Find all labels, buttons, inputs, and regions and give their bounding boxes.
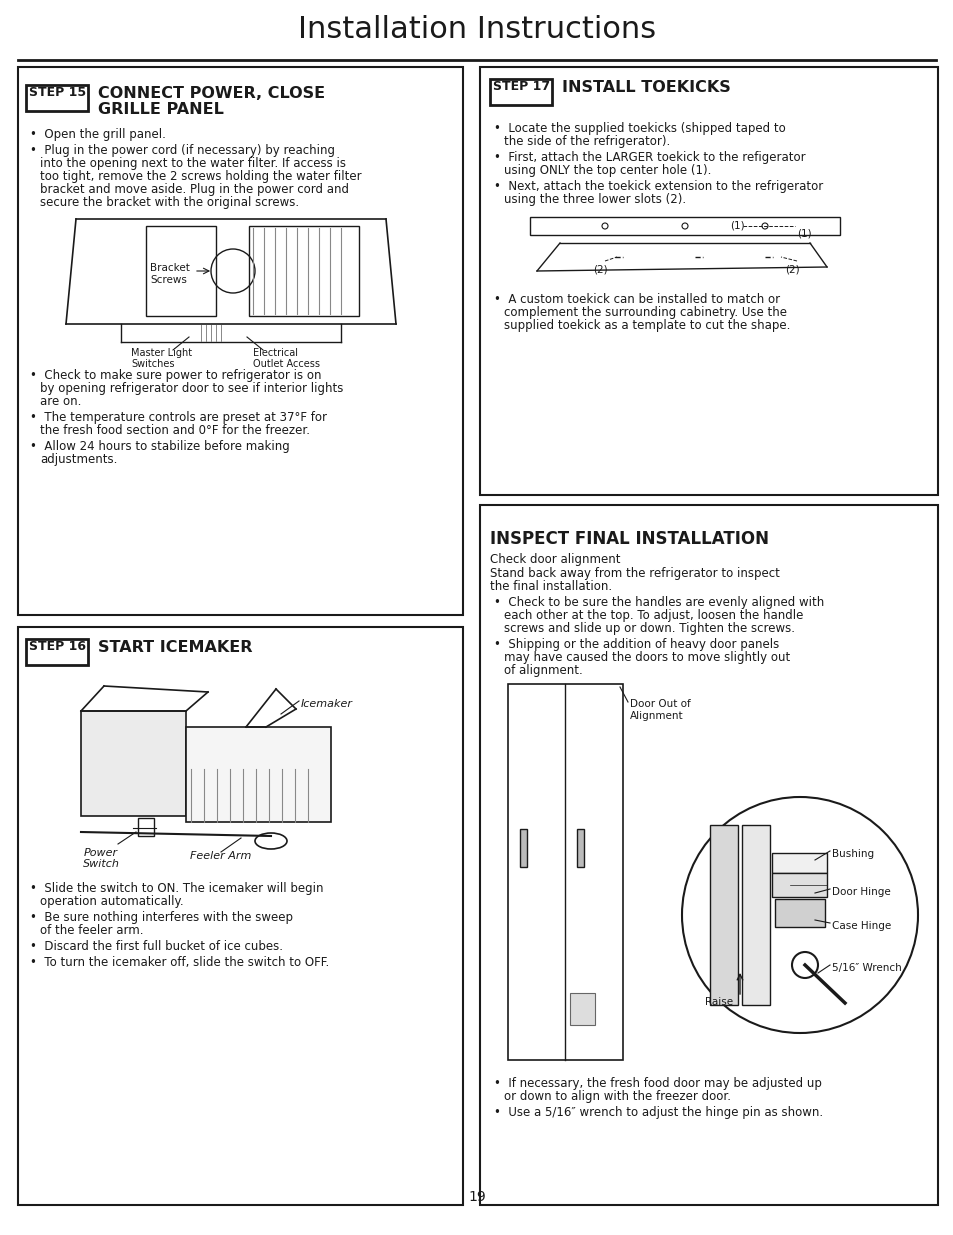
Bar <box>507 684 622 1060</box>
Text: Stand back away from the refrigerator to inspect: Stand back away from the refrigerator to… <box>490 567 779 580</box>
Text: (2): (2) <box>593 266 607 275</box>
Text: •  Check to make sure power to refrigerator is on: • Check to make sure power to refrigerat… <box>30 369 321 382</box>
Text: (1): (1) <box>729 221 744 231</box>
Text: •  First, attach the LARGER toekick to the refigerator: • First, attach the LARGER toekick to th… <box>494 151 804 164</box>
Text: (2): (2) <box>784 266 799 275</box>
Text: secure the bracket with the original screws.: secure the bracket with the original scr… <box>40 196 299 209</box>
Text: Switch: Switch <box>83 860 119 869</box>
Text: Door Out of: Door Out of <box>629 699 690 709</box>
Bar <box>18 627 462 1205</box>
Text: •  If necessary, the fresh food door may be adjusted up: • If necessary, the fresh food door may … <box>494 1077 821 1091</box>
Text: adjustments.: adjustments. <box>40 453 117 466</box>
Text: •  Shipping or the addition of heavy door panels: • Shipping or the addition of heavy door… <box>494 638 779 651</box>
Bar <box>138 818 153 836</box>
Bar <box>490 79 552 105</box>
Text: the side of the refrigerator).: the side of the refrigerator). <box>503 135 670 148</box>
Bar <box>26 638 88 664</box>
Text: of the feeler arm.: of the feeler arm. <box>40 924 143 937</box>
Text: Power: Power <box>84 848 118 858</box>
Text: or down to align with the freezer door.: or down to align with the freezer door. <box>503 1091 730 1103</box>
Text: (1): (1) <box>796 228 811 240</box>
Text: •  A custom toekick can be installed to match or: • A custom toekick can be installed to m… <box>494 293 780 306</box>
Text: Bushing: Bushing <box>831 848 873 860</box>
Text: •  The temperature controls are preset at 37°F for: • The temperature controls are preset at… <box>30 411 327 424</box>
Bar <box>186 727 331 823</box>
Text: screws and slide up or down. Tighten the screws.: screws and slide up or down. Tighten the… <box>503 622 794 635</box>
Text: Screws: Screws <box>150 275 187 285</box>
Bar <box>18 67 462 615</box>
Text: are on.: are on. <box>40 395 81 408</box>
Text: CONNECT POWER, CLOSE: CONNECT POWER, CLOSE <box>98 86 325 101</box>
Text: •  Allow 24 hours to stabilize before making: • Allow 24 hours to stabilize before mak… <box>30 440 290 453</box>
Text: STEP 16: STEP 16 <box>29 640 86 653</box>
Text: Outlet Access: Outlet Access <box>253 359 319 369</box>
Text: •  To turn the icemaker off, slide the switch to OFF.: • To turn the icemaker off, slide the sw… <box>30 956 329 969</box>
Text: STEP 15: STEP 15 <box>29 86 86 99</box>
Text: may have caused the doors to move slightly out: may have caused the doors to move slight… <box>503 651 789 664</box>
Text: 5/16″ Wrench: 5/16″ Wrench <box>831 963 901 973</box>
Bar <box>479 67 937 495</box>
Text: INSPECT FINAL INSTALLATION: INSPECT FINAL INSTALLATION <box>490 530 768 548</box>
Text: •  Slide the switch to ON. The icemaker will begin: • Slide the switch to ON. The icemaker w… <box>30 882 323 895</box>
Text: Installation Instructions: Installation Instructions <box>297 15 656 44</box>
Bar <box>771 873 826 897</box>
Text: 19: 19 <box>468 1191 485 1204</box>
Text: Switches: Switches <box>131 359 174 369</box>
Text: operation automatically.: operation automatically. <box>40 895 183 908</box>
Bar <box>709 825 738 1005</box>
Text: into the opening next to the water filter. If access is: into the opening next to the water filte… <box>40 157 346 170</box>
Text: using the three lower slots (2).: using the three lower slots (2). <box>503 193 685 206</box>
Bar <box>81 711 186 816</box>
Bar <box>530 217 840 235</box>
Text: of alignment.: of alignment. <box>503 664 582 677</box>
Text: •  Next, attach the toekick extension to the refrigerator: • Next, attach the toekick extension to … <box>494 180 822 193</box>
Text: each other at the top. To adjust, loosen the handle: each other at the top. To adjust, loosen… <box>503 609 802 622</box>
Bar <box>519 829 526 867</box>
Bar <box>479 505 937 1205</box>
Text: •  Check to be sure the handles are evenly aligned with: • Check to be sure the handles are evenl… <box>494 597 823 609</box>
Text: using ONLY the top center hole (1).: using ONLY the top center hole (1). <box>503 164 711 177</box>
Text: the final installation.: the final installation. <box>490 580 612 593</box>
Text: Feeler Arm: Feeler Arm <box>190 851 252 861</box>
Text: •  Plug in the power cord (if necessary) by reaching: • Plug in the power cord (if necessary) … <box>30 144 335 157</box>
Text: STEP 17: STEP 17 <box>493 80 550 93</box>
Text: Electrical: Electrical <box>253 348 297 358</box>
Bar <box>577 829 583 867</box>
Text: •  Be sure nothing interferes with the sweep: • Be sure nothing interferes with the sw… <box>30 911 293 924</box>
Bar <box>249 226 358 316</box>
Text: Raise: Raise <box>704 997 732 1007</box>
Text: Master Light: Master Light <box>131 348 192 358</box>
Text: INSTALL TOEKICKS: INSTALL TOEKICKS <box>561 80 730 95</box>
Text: Case Hinge: Case Hinge <box>831 921 890 931</box>
Text: Alignment: Alignment <box>629 711 683 721</box>
Text: supplied toekick as a template to cut the shape.: supplied toekick as a template to cut th… <box>503 319 789 332</box>
Bar <box>771 853 826 873</box>
Bar <box>774 899 824 927</box>
Text: Bracket: Bracket <box>150 263 190 273</box>
Bar <box>26 85 88 111</box>
Text: by opening refrigerator door to see if interior lights: by opening refrigerator door to see if i… <box>40 382 343 395</box>
Text: bracket and move aside. Plug in the power cord and: bracket and move aside. Plug in the powe… <box>40 183 349 196</box>
Text: •  Open the grill panel.: • Open the grill panel. <box>30 128 166 141</box>
Bar <box>146 226 215 316</box>
Bar <box>569 993 595 1025</box>
Text: Check door alignment: Check door alignment <box>490 553 619 566</box>
Text: START ICEMAKER: START ICEMAKER <box>98 640 253 655</box>
Text: •  Use a 5/16″ wrench to adjust the hinge pin as shown.: • Use a 5/16″ wrench to adjust the hinge… <box>494 1107 822 1119</box>
Bar <box>741 825 769 1005</box>
Text: too tight, remove the 2 screws holding the water filter: too tight, remove the 2 screws holding t… <box>40 170 361 183</box>
Text: Icemaker: Icemaker <box>301 699 353 709</box>
Text: •  Discard the first full bucket of ice cubes.: • Discard the first full bucket of ice c… <box>30 940 283 953</box>
Text: the fresh food section and 0°F for the freezer.: the fresh food section and 0°F for the f… <box>40 424 310 437</box>
Text: GRILLE PANEL: GRILLE PANEL <box>98 103 224 117</box>
Text: complement the surrounding cabinetry. Use the: complement the surrounding cabinetry. Us… <box>503 306 786 319</box>
Text: Door Hinge: Door Hinge <box>831 887 890 897</box>
Text: •  Locate the supplied toekicks (shipped taped to: • Locate the supplied toekicks (shipped … <box>494 122 785 135</box>
